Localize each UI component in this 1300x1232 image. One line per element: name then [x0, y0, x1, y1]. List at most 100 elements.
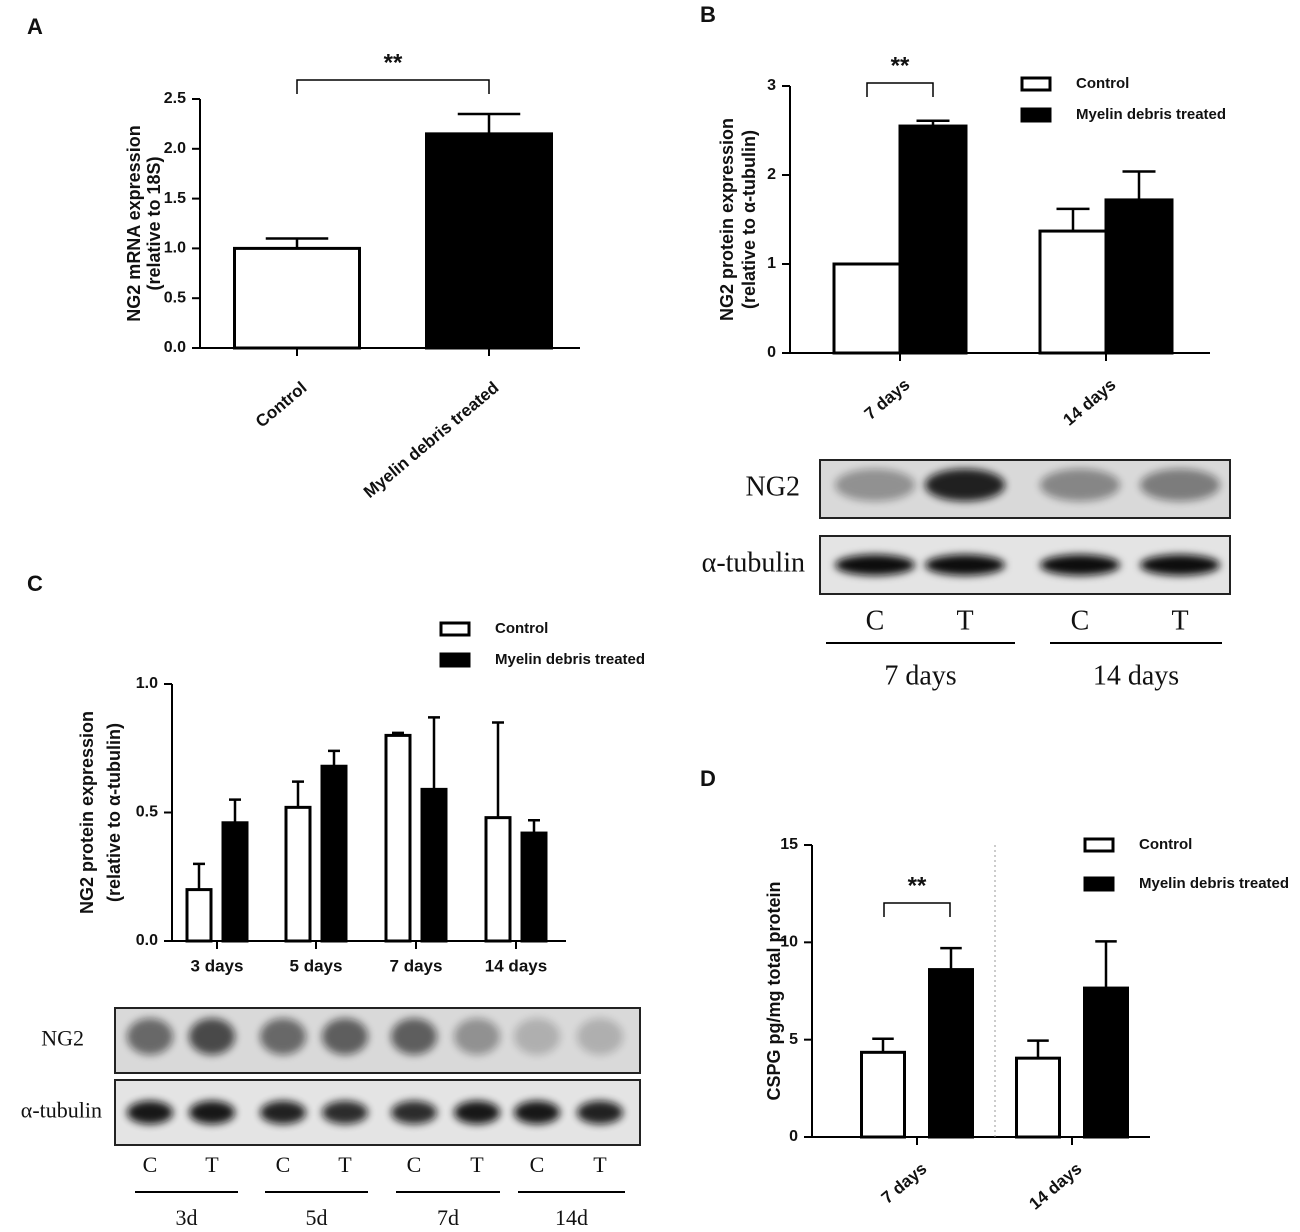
y-tick-label: 10 [780, 934, 798, 951]
legend-swatch [1083, 837, 1115, 853]
error-bar [193, 862, 205, 890]
blot-band [260, 1100, 306, 1125]
y-axis-label: NG2 mRNA expression [124, 125, 144, 321]
lane-label: C [143, 1152, 158, 1177]
legend-label: Myelin debris treated [1076, 106, 1226, 123]
bar [832, 262, 902, 355]
blot-band [835, 554, 915, 576]
y-axis-label: CSPG pg/mg total protein [764, 882, 784, 1101]
lane-label: T [593, 1152, 607, 1177]
error-bar [528, 818, 540, 834]
blot-band [260, 1018, 306, 1055]
bar [221, 821, 249, 943]
x-tick-label: 14 days [1025, 1159, 1085, 1214]
bar [898, 124, 968, 355]
significance-bracket [866, 82, 934, 97]
blot-band [391, 1018, 437, 1055]
blot-row-label: α-tubulin [21, 1098, 102, 1123]
y-tick-label: 2 [767, 166, 776, 183]
x-tick-label: Control [252, 378, 311, 431]
error-bar [492, 721, 504, 818]
bar [520, 831, 548, 943]
lane-label: T [205, 1152, 219, 1177]
blot-band [127, 1018, 173, 1055]
bar [284, 805, 312, 943]
error-bar [292, 780, 304, 808]
x-tick-label: 5 days [290, 956, 343, 975]
lane-label: T [470, 1152, 484, 1177]
blot-band [1040, 468, 1120, 502]
y-tick-label: 3 [767, 77, 776, 94]
error-bar [265, 237, 329, 249]
bar [1104, 198, 1174, 355]
bar [384, 733, 412, 943]
blot-band [322, 1100, 368, 1125]
group-label: 7d [437, 1205, 459, 1230]
lane-label: T [338, 1152, 352, 1177]
legend-swatch [439, 621, 471, 637]
x-tick-label: 14 days [1059, 375, 1119, 430]
blot-band [577, 1100, 623, 1125]
y-tick-label: 1 [767, 255, 776, 272]
y-tick-label: 0.5 [164, 289, 186, 306]
panel-letter: D [700, 766, 716, 791]
significance-label: ** [908, 872, 927, 899]
y-tick-label: 15 [780, 836, 798, 853]
error-bar [940, 946, 962, 970]
legend-label: Control [495, 620, 548, 637]
blot-band [1040, 554, 1120, 576]
blot-band [391, 1100, 437, 1125]
blot-band [1140, 468, 1220, 502]
bar [928, 968, 974, 1139]
y-tick-label: 0.0 [164, 339, 186, 356]
error-bar [1056, 207, 1090, 232]
error-bar [1122, 170, 1156, 200]
blot-band [925, 468, 1005, 502]
lane-label: C [530, 1152, 545, 1177]
lane-label: C [276, 1152, 291, 1177]
y-axis-label: (relative to α-tubulin) [739, 130, 759, 309]
lane-label: C [407, 1152, 422, 1177]
legend-label: Control [1076, 75, 1129, 92]
blot-band [189, 1018, 235, 1055]
x-tick-label: 7 days [390, 956, 443, 975]
blot-row-label: NG2 [41, 1026, 84, 1051]
error-bar [1095, 940, 1117, 989]
bar [1083, 986, 1129, 1139]
bar [420, 787, 448, 943]
blot-band [127, 1100, 173, 1125]
group-label: 5d [306, 1205, 328, 1230]
blot-band [454, 1100, 500, 1125]
y-axis-label: NG2 protein expression [717, 118, 737, 321]
bar [484, 816, 512, 943]
x-tick-label: Myelin debris treated [360, 378, 502, 502]
blot-band [577, 1018, 623, 1055]
significance-bracket [883, 902, 951, 917]
blot-band [322, 1018, 368, 1055]
error-bar [428, 716, 440, 790]
legend-swatch [1020, 76, 1052, 92]
bar [233, 246, 361, 350]
legend-swatch [439, 652, 471, 668]
group-label: 3d [176, 1205, 198, 1230]
group-label: 14d [555, 1205, 588, 1230]
error-bar [229, 798, 241, 823]
x-tick-label: 14 days [485, 956, 547, 975]
blot-band [514, 1018, 560, 1055]
blot-row-label: α-tubulin [702, 547, 805, 578]
y-tick-label: 5 [789, 1031, 798, 1048]
y-tick-label: 0.5 [136, 804, 158, 821]
bar [425, 132, 553, 350]
bar [185, 888, 213, 943]
blot-band [189, 1100, 235, 1125]
bar [320, 764, 348, 943]
blot-band [835, 468, 915, 502]
error-bar [872, 1037, 894, 1053]
x-tick-label: 3 days [191, 956, 244, 975]
lane-label: T [956, 605, 973, 636]
legend-label: Control [1139, 836, 1192, 853]
legend-swatch [1083, 876, 1115, 892]
y-tick-label: 0.0 [136, 932, 158, 949]
y-tick-label: 0 [789, 1128, 798, 1145]
